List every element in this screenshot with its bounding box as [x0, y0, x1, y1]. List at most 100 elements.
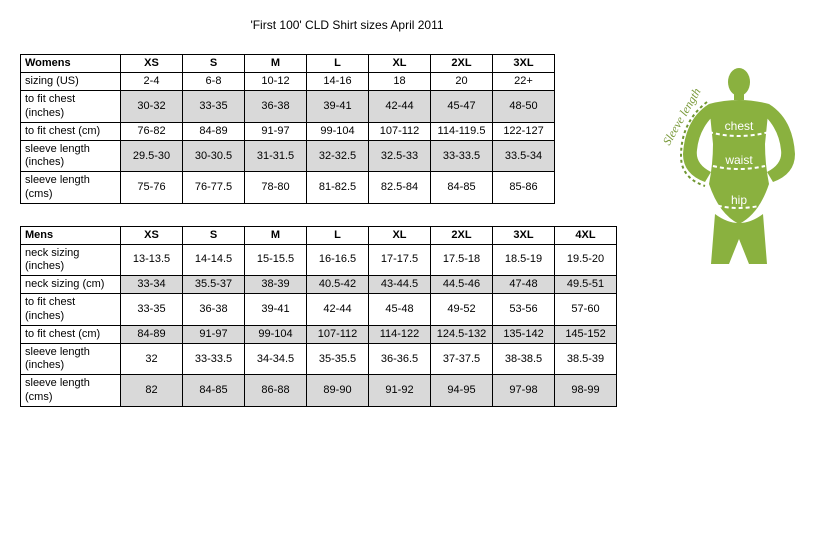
cell: 33-33.5 [431, 140, 493, 171]
cell: 42-44 [307, 294, 369, 325]
cell: 34-34.5 [245, 344, 307, 375]
cell: 16-16.5 [307, 244, 369, 275]
cell: 20 [431, 73, 493, 91]
cell: 13-13.5 [121, 244, 183, 275]
table-row: neck sizing (inches)13-13.514-14.515-15.… [21, 244, 617, 275]
row-label: to fit chest (inches) [21, 294, 121, 325]
cell: 53-56 [493, 294, 555, 325]
cell: 14-16 [307, 73, 369, 91]
cell: 38-39 [245, 276, 307, 294]
table-row: sleeve length (inches)3233-33.534-34.535… [21, 344, 617, 375]
row-label: to fit chest (inches) [21, 91, 121, 122]
table-row: to fit chest (cm)84-8991-9799-104107-112… [21, 325, 617, 343]
cell: 82.5-84 [369, 172, 431, 203]
cell: 84-85 [183, 375, 245, 406]
cell: 14-14.5 [183, 244, 245, 275]
mens-size-header: M [245, 226, 307, 244]
cell: 17.5-18 [431, 244, 493, 275]
womens-size-header: L [307, 55, 369, 73]
cell: 57-60 [555, 294, 617, 325]
table-row: sleeve length (cms)8284-8586-8889-9091-9… [21, 375, 617, 406]
mens-size-header: 3XL [493, 226, 555, 244]
cell: 78-80 [245, 172, 307, 203]
womens-size-header: S [183, 55, 245, 73]
mens-size-header: XL [369, 226, 431, 244]
cell: 42-44 [369, 91, 431, 122]
mens-size-header: 4XL [555, 226, 617, 244]
mens-size-header: L [307, 226, 369, 244]
hip-label: hip [731, 193, 747, 207]
cell: 86-88 [245, 375, 307, 406]
cell: 107-112 [307, 325, 369, 343]
cell: 32-32.5 [307, 140, 369, 171]
cell: 32.5-33 [369, 140, 431, 171]
cell: 75-76 [121, 172, 183, 203]
cell: 45-48 [369, 294, 431, 325]
row-label: to fit chest (cm) [21, 325, 121, 343]
cell: 44.5-46 [431, 276, 493, 294]
cell: 18.5-19 [493, 244, 555, 275]
cell: 49.5-51 [555, 276, 617, 294]
row-label: neck sizing (cm) [21, 276, 121, 294]
row-label: neck sizing (inches) [21, 244, 121, 275]
cell: 99-104 [307, 122, 369, 140]
cell: 37-37.5 [431, 344, 493, 375]
cell: 35-35.5 [307, 344, 369, 375]
cell: 49-52 [431, 294, 493, 325]
row-label: to fit chest (cm) [21, 122, 121, 140]
cell: 31-31.5 [245, 140, 307, 171]
cell: 30-32 [121, 91, 183, 122]
cell: 114-119.5 [431, 122, 493, 140]
cell: 122-127 [493, 122, 555, 140]
cell: 40.5-42 [307, 276, 369, 294]
page-title: 'First 100' CLD Shirt sizes April 2011 [0, 18, 814, 32]
mens-size-header: 2XL [431, 226, 493, 244]
cell: 81-82.5 [307, 172, 369, 203]
waist-label: waist [724, 153, 753, 167]
cell: 84-89 [183, 122, 245, 140]
cell: 84-89 [121, 325, 183, 343]
cell: 135-142 [493, 325, 555, 343]
womens-table: Womens XS S M L XL 2XL 3XL sizing (US)2-… [20, 54, 555, 204]
cell: 145-152 [555, 325, 617, 343]
cell: 36-36.5 [369, 344, 431, 375]
cell: 2-4 [121, 73, 183, 91]
mens-size-header: S [183, 226, 245, 244]
row-label: sleeve length (cms) [21, 172, 121, 203]
mens-body: neck sizing (inches)13-13.514-14.515-15.… [21, 244, 617, 406]
womens-size-header: 3XL [493, 55, 555, 73]
womens-size-header: XS [121, 55, 183, 73]
cell: 91-97 [245, 122, 307, 140]
cell: 36-38 [183, 294, 245, 325]
cell: 98-99 [555, 375, 617, 406]
cell: 38-38.5 [493, 344, 555, 375]
cell: 17-17.5 [369, 244, 431, 275]
cell: 15-15.5 [245, 244, 307, 275]
cell: 36-38 [245, 91, 307, 122]
cell: 82 [121, 375, 183, 406]
cell: 76-77.5 [183, 172, 245, 203]
cell: 32 [121, 344, 183, 375]
cell: 48-50 [493, 91, 555, 122]
cell: 91-97 [183, 325, 245, 343]
cell: 114-122 [369, 325, 431, 343]
table-row: sizing (US)2-46-810-1214-16182022+ [21, 73, 555, 91]
cell: 6-8 [183, 73, 245, 91]
body-measurement-figure: Sleeve length chest waist hip [647, 64, 807, 277]
cell: 43-44.5 [369, 276, 431, 294]
cell: 33-35 [121, 294, 183, 325]
womens-heading: Womens [21, 55, 121, 73]
cell: 45-47 [431, 91, 493, 122]
cell: 99-104 [245, 325, 307, 343]
table-row: to fit chest (cm)76-8284-8991-9799-10410… [21, 122, 555, 140]
cell: 38.5-39 [555, 344, 617, 375]
mens-size-header: XS [121, 226, 183, 244]
row-label: sleeve length (inches) [21, 344, 121, 375]
chest-label: chest [725, 119, 754, 133]
table-row: neck sizing (cm)33-3435.5-3738-3940.5-42… [21, 276, 617, 294]
cell: 97-98 [493, 375, 555, 406]
cell: 91-92 [369, 375, 431, 406]
cell: 124.5-132 [431, 325, 493, 343]
cell: 47-48 [493, 276, 555, 294]
cell: 29.5-30 [121, 140, 183, 171]
